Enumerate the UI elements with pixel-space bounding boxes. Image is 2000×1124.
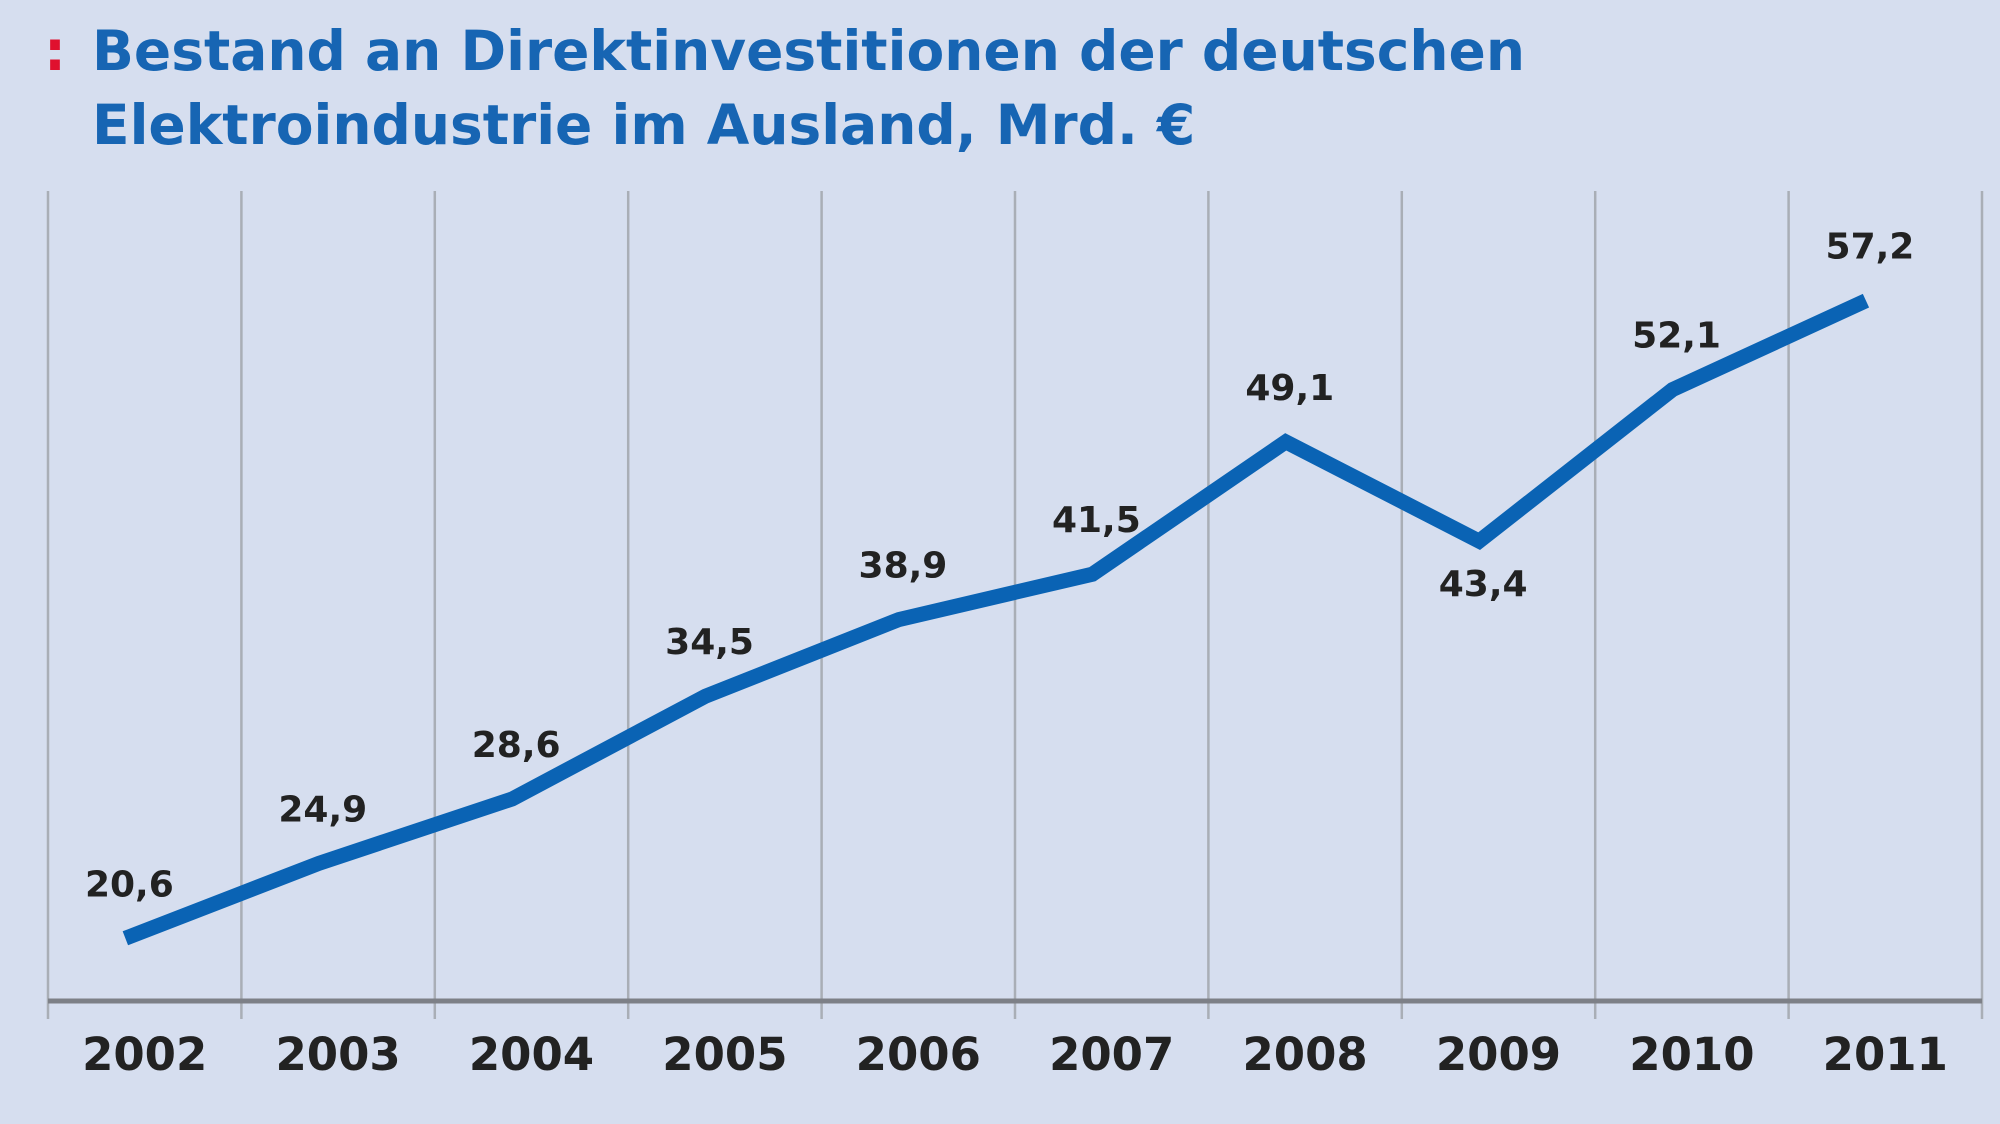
value-label: 28,6 bbox=[472, 725, 561, 766]
value-label: 49,1 bbox=[1245, 368, 1334, 409]
x-tick-label: 2003 bbox=[275, 1028, 400, 1081]
value-label: 41,5 bbox=[1052, 500, 1141, 541]
x-tick-label: 2011 bbox=[1823, 1028, 1948, 1081]
x-tick-label: 2006 bbox=[856, 1028, 981, 1081]
x-tick-label: 2008 bbox=[1242, 1028, 1367, 1081]
x-tick-label: 2004 bbox=[469, 1028, 594, 1081]
value-label: 20,6 bbox=[85, 864, 174, 905]
value-label: 38,9 bbox=[859, 546, 948, 587]
x-tick-label: 2005 bbox=[662, 1028, 787, 1081]
x-tick-label: 2007 bbox=[1049, 1028, 1174, 1081]
value-label: 57,2 bbox=[1826, 227, 1915, 268]
x-tick-label: 2010 bbox=[1629, 1028, 1754, 1081]
title-prefix: : bbox=[44, 19, 66, 83]
value-label: 24,9 bbox=[278, 789, 367, 830]
x-tick-label: 2009 bbox=[1436, 1028, 1561, 1081]
data-line bbox=[122, 293, 1870, 946]
chart-title: Bestand an Direktinvestitionen der deuts… bbox=[92, 19, 1526, 157]
value-label: 52,1 bbox=[1632, 316, 1721, 357]
value-label: 43,4 bbox=[1439, 564, 1528, 605]
x-tick-label: 2002 bbox=[82, 1028, 207, 1081]
value-label: 34,5 bbox=[665, 622, 754, 663]
